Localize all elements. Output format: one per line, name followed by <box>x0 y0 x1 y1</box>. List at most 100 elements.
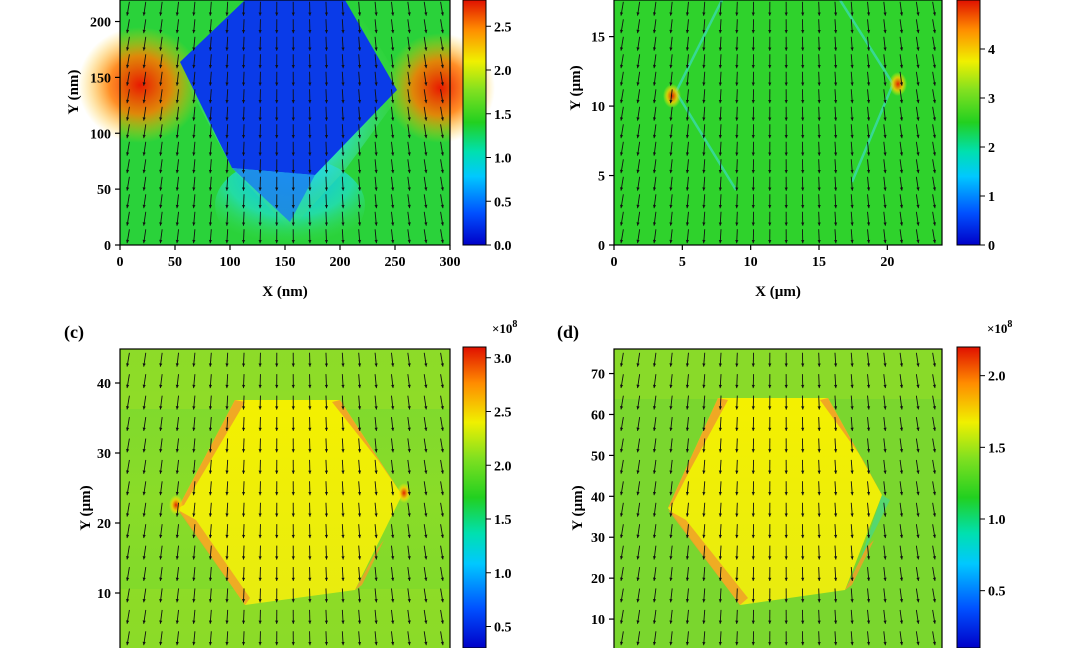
field-arrow-head <box>241 534 246 539</box>
field-arrow-head <box>883 152 887 156</box>
field-arrow-head <box>866 187 871 191</box>
panel-a-xlabel: X (nm) <box>262 284 307 300</box>
field-arrow-head <box>735 556 739 560</box>
field-arrow-head <box>440 82 444 86</box>
field-arrow-head <box>142 577 146 581</box>
field-arrow-head <box>636 470 640 474</box>
field-arrow-head <box>241 406 246 410</box>
field-arrow-head <box>784 470 788 474</box>
field-arrow-head <box>619 29 624 34</box>
field-arrow-head <box>850 187 854 191</box>
field-arrow-head <box>669 577 673 581</box>
field-arrow-head <box>718 204 722 209</box>
field-arrow-head <box>735 82 739 86</box>
field-arrow-head <box>652 169 657 174</box>
field-arrow-head <box>768 30 772 34</box>
field-arrow-head <box>850 449 854 453</box>
field-arrow-head <box>391 99 395 104</box>
field-arrow-head <box>768 152 772 156</box>
field-arrow-head <box>636 12 640 16</box>
field-arrow-head <box>817 642 821 646</box>
field-arrow-head <box>357 204 362 209</box>
field-arrow-head <box>735 384 739 389</box>
field-arrow-head <box>619 513 624 517</box>
field-arrow-head <box>424 134 428 139</box>
field-arrow-head <box>424 239 428 244</box>
field-arrow-head <box>407 239 411 244</box>
field-arrow-head <box>208 204 213 209</box>
field-arrow-head <box>192 169 196 174</box>
field-arrow-head <box>636 641 640 646</box>
field-arrow-head <box>702 384 706 389</box>
field-arrow-head <box>208 406 213 410</box>
field-arrow-head <box>636 598 640 603</box>
field-arrow-head <box>357 64 362 69</box>
field-arrow-head <box>916 641 920 646</box>
colorbar-tick-label: 0.0 <box>494 239 512 254</box>
field-arrow-head <box>718 169 722 174</box>
field-arrow-head <box>718 64 722 69</box>
field-arrow-head <box>440 363 444 367</box>
field-arrow-head <box>636 448 640 453</box>
field-arrow-head <box>440 513 444 517</box>
field-arrow-head <box>357 169 362 174</box>
field-arrow-head <box>192 187 196 191</box>
field-arrow-head <box>702 599 706 603</box>
field-arrow-head <box>341 599 345 603</box>
field-arrow-head <box>817 169 821 174</box>
field-arrow-head <box>324 577 329 581</box>
field-arrow-head <box>801 599 805 603</box>
field-arrow-head <box>850 599 854 603</box>
field-arrow-head <box>241 134 246 139</box>
field-arrow-head <box>175 534 179 539</box>
field-arrow-head <box>357 134 362 139</box>
field-arrow-head <box>357 384 362 389</box>
field-arrow-head <box>142 470 146 474</box>
field-arrow-head <box>192 47 196 51</box>
field-arrow-head <box>685 577 690 581</box>
field-arrow-head <box>899 534 904 539</box>
field-arrow-head <box>407 134 411 139</box>
field-arrow-head <box>866 222 871 226</box>
field-arrow-head <box>225 427 229 431</box>
field-arrow-head <box>735 470 739 474</box>
field-arrow-head <box>341 427 345 431</box>
field-arrow-head <box>241 82 246 86</box>
field-arrow-head <box>685 117 690 121</box>
field-arrow-head <box>784 135 788 139</box>
colorbar-tick-label: 2 <box>988 141 995 156</box>
field-arrow-head <box>374 641 378 646</box>
field-arrow-head <box>341 449 345 453</box>
field-arrow-head <box>866 152 871 156</box>
field-arrow-head <box>291 513 295 517</box>
field-arrow-head <box>636 99 640 104</box>
field-arrow-head <box>669 470 673 474</box>
field-arrow-head <box>192 577 196 581</box>
field-arrow-head <box>391 47 395 51</box>
panel-c-frame <box>119 348 451 648</box>
field-arrow-head <box>391 169 395 174</box>
field-arrow-head <box>652 29 657 34</box>
field-arrow-head <box>175 491 179 496</box>
field-arrow-head <box>619 448 624 453</box>
field-arrow-head <box>424 577 428 581</box>
field-arrow-head <box>159 491 163 496</box>
panel-d-heatmap <box>614 349 942 648</box>
field-arrow-head <box>652 641 657 646</box>
field-arrow-head <box>324 47 329 51</box>
field-arrow-head <box>916 513 920 517</box>
field-arrow-head <box>883 117 887 121</box>
field-arrow-head <box>374 470 378 474</box>
rhombus-region <box>178 400 402 605</box>
field-arrow-head <box>751 135 755 139</box>
field-arrow-head <box>916 239 920 244</box>
field-arrow-head <box>374 577 378 581</box>
field-arrow-head <box>225 534 229 539</box>
field-arrow-head <box>192 64 196 69</box>
field-arrow-head <box>159 513 163 517</box>
field-arrow-head <box>391 577 395 581</box>
field-arrow-head <box>291 620 295 624</box>
field-arrow-head <box>899 29 904 34</box>
field-arrow-head <box>241 470 246 474</box>
field-arrow-head <box>126 620 130 624</box>
